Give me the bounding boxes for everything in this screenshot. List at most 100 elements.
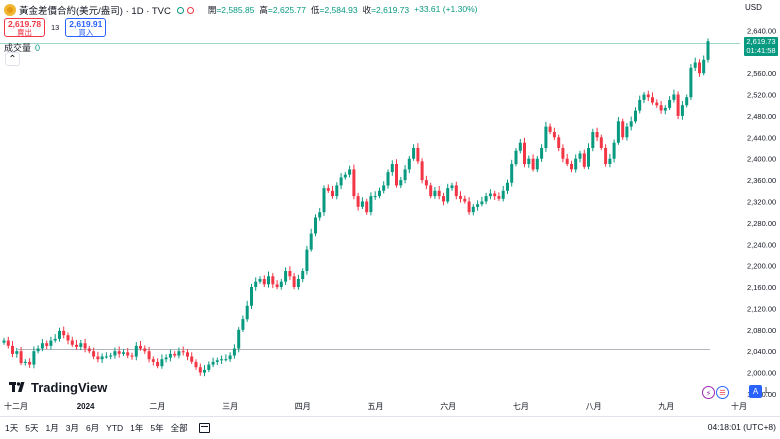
high-value: =2,625.77 bbox=[267, 5, 306, 15]
candle-body bbox=[237, 329, 241, 349]
range-1d[interactable]: 1天 bbox=[5, 423, 19, 433]
price-axis-label: 2,160.00 bbox=[747, 283, 776, 292]
bottom-toolbar: 1天 5天 1月 3月 6月 YTD 1年 5年 全部 04:18:01 (UT… bbox=[0, 416, 780, 439]
bar-countdown: 01:41:58 bbox=[746, 45, 776, 55]
candle-body bbox=[403, 169, 407, 181]
candle-body bbox=[655, 102, 659, 106]
candle-body bbox=[360, 201, 364, 207]
candle-body bbox=[6, 340, 10, 346]
candle-body bbox=[79, 343, 83, 347]
price-axis-label: 2,280.00 bbox=[747, 219, 776, 228]
candle-body bbox=[181, 351, 185, 353]
candle-body bbox=[582, 153, 586, 167]
range-1y[interactable]: 1年 bbox=[130, 423, 144, 433]
candle-body bbox=[147, 351, 151, 360]
market-status-icon[interactable] bbox=[176, 6, 184, 14]
range-5y[interactable]: 5年 bbox=[150, 423, 164, 433]
candle-body bbox=[373, 196, 377, 198]
candle-body bbox=[130, 355, 134, 357]
high-label: 高 bbox=[259, 5, 268, 15]
candle-body bbox=[220, 359, 224, 361]
spread-value: 13 bbox=[51, 23, 60, 32]
price-axis-label: 2,120.00 bbox=[747, 304, 776, 313]
candle-body bbox=[156, 361, 160, 367]
candle-body bbox=[62, 330, 66, 336]
lightning-icon[interactable]: ⚡ bbox=[702, 386, 715, 399]
candle-body bbox=[245, 305, 249, 320]
candle-body bbox=[275, 284, 279, 288]
candle-body bbox=[356, 196, 360, 207]
candle-body bbox=[702, 59, 706, 74]
time-axis-label: 七月 bbox=[513, 402, 529, 411]
candle-body bbox=[676, 94, 680, 116]
candle-body bbox=[326, 188, 330, 191]
time-axis[interactable]: 十二月 2024 二月 三月 四月 五月 六月 七月 八月 九月 十月 bbox=[4, 401, 747, 411]
candle-body bbox=[395, 164, 398, 186]
candle-body bbox=[454, 185, 458, 197]
candle-body bbox=[309, 233, 313, 250]
range-3m[interactable]: 3月 bbox=[65, 423, 79, 433]
candle-body bbox=[117, 351, 121, 354]
candle-body bbox=[331, 190, 334, 197]
time-axis-label: 六月 bbox=[440, 401, 456, 411]
candle-body bbox=[493, 193, 497, 197]
candle-body bbox=[143, 348, 147, 352]
candle-body bbox=[578, 153, 582, 159]
candle-body bbox=[45, 343, 49, 346]
candle-body bbox=[634, 110, 637, 122]
candle-body bbox=[659, 105, 663, 111]
candle-body bbox=[198, 367, 202, 373]
candle-body bbox=[224, 359, 228, 361]
candle-body bbox=[698, 62, 701, 74]
time-axis-label: 三月 bbox=[222, 402, 238, 411]
candle-body bbox=[292, 276, 296, 287]
symbol-title[interactable]: 黃金差價合約(美元/盎司) · 1D · TVC bbox=[19, 6, 171, 17]
candle-body bbox=[49, 340, 53, 346]
price-axis-label: 2,000.00 bbox=[747, 369, 776, 378]
volume-legend[interactable]: 成交量 0 bbox=[4, 41, 40, 54]
candle-body bbox=[471, 206, 475, 213]
range-all[interactable]: 全部 bbox=[170, 423, 188, 433]
volume-value: 0 bbox=[35, 43, 41, 53]
candle-body bbox=[241, 319, 245, 330]
candle-body bbox=[570, 164, 573, 170]
candle-body bbox=[459, 196, 462, 199]
candle-body bbox=[378, 190, 381, 197]
candle-body bbox=[506, 182, 509, 191]
calendar-icon[interactable] bbox=[198, 423, 210, 433]
collapse-legend-button[interactable]: ⌃ bbox=[5, 52, 20, 66]
candle-body bbox=[424, 180, 428, 186]
candle-body bbox=[58, 330, 61, 339]
candle-body bbox=[450, 185, 454, 189]
range-6m[interactable]: 6月 bbox=[85, 423, 100, 433]
price-axis-label: 2,360.00 bbox=[747, 176, 776, 185]
candle-body bbox=[28, 361, 32, 365]
us-flag-icon[interactable]: ☰ bbox=[716, 386, 729, 399]
candle-body bbox=[651, 97, 654, 103]
candle-body bbox=[250, 287, 253, 306]
candle-body bbox=[211, 361, 215, 365]
log-scale-button[interactable]: L bbox=[765, 386, 770, 395]
range-5d[interactable]: 5天 bbox=[25, 423, 39, 433]
price-axis[interactable]: 1,960.002,000.002,040.002,080.002,120.00… bbox=[747, 26, 776, 399]
open-value: =2,585.85 bbox=[216, 5, 255, 15]
sell-button[interactable]: 2,619.78 賣出 bbox=[4, 18, 45, 37]
price-axis-label: 2,080.00 bbox=[747, 326, 776, 335]
buy-button[interactable]: 2,619.91 買入 bbox=[65, 18, 107, 37]
price-axis-label: 2,400.00 bbox=[747, 155, 776, 164]
candle-body bbox=[629, 121, 633, 127]
tradingview-logo[interactable]: TradingView bbox=[9, 380, 107, 395]
candle-body bbox=[83, 343, 87, 349]
range-1m[interactable]: 1月 bbox=[45, 423, 59, 433]
candle-body bbox=[92, 351, 96, 357]
range-ytd[interactable]: YTD bbox=[106, 423, 124, 433]
clock-timezone[interactable]: 04:18:01 (UTC+8) bbox=[707, 422, 776, 432]
data-status-icon[interactable] bbox=[186, 6, 194, 14]
candle-body bbox=[693, 62, 697, 68]
currency-selector[interactable]: USD bbox=[745, 3, 762, 12]
candle-body bbox=[2, 340, 6, 343]
close-label: 收 bbox=[362, 5, 372, 15]
candle-body bbox=[429, 185, 433, 197]
auto-scale-button[interactable]: A bbox=[749, 385, 762, 398]
